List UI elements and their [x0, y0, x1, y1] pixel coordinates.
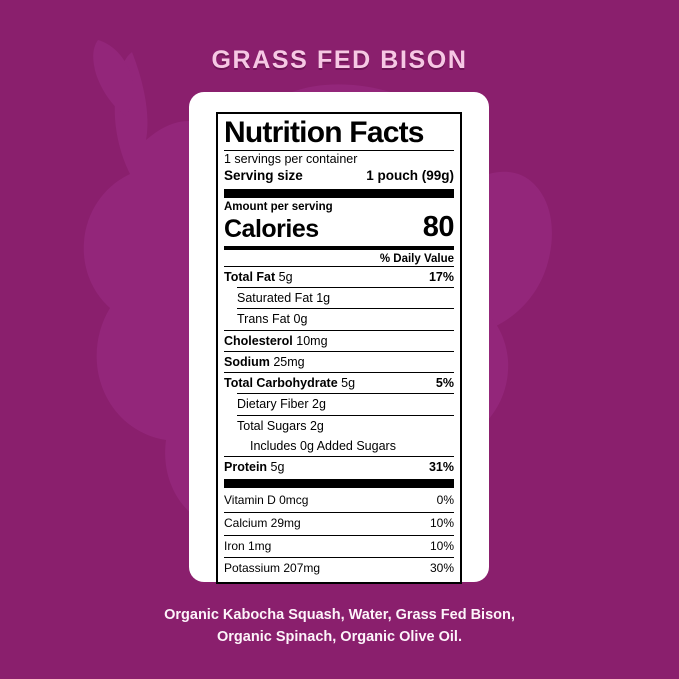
divider [224, 265, 454, 267]
page-title: GRASS FED BISON [211, 46, 468, 74]
vitamin-row: Vitamin D 0mcg 0% [224, 490, 454, 512]
nutrient-row: Saturated Fat 1g [224, 288, 454, 308]
nutrient-daily-value: 17% [428, 269, 454, 284]
nutrition-facts-panel: Nutrition Facts 1 servings per container… [216, 112, 462, 584]
vitamin-daily-value: 10% [429, 515, 454, 530]
divider [224, 557, 454, 559]
vitamin-daily-value: 0% [436, 493, 454, 508]
serving-size-row: Serving size 1 pouch (99g) [224, 168, 454, 187]
nutrient-amount: 25mg [273, 354, 305, 369]
nutrient-amount: 5g [278, 269, 293, 284]
nutrient-amount: 0g [293, 312, 308, 327]
nutrition-label-card: Nutrition Facts 1 servings per container… [189, 92, 489, 584]
nutrient-row: Includes 0g Added Sugars [224, 436, 454, 456]
vitamin-row: Potassium 207mg 30% [224, 558, 454, 580]
nutrient-name: Trans Fat 0g [237, 312, 308, 327]
ingredients-line-1: Organic Kabocha Squash, Water, Grass Fed… [164, 607, 515, 623]
nutrient-daily-value: 5% [435, 376, 454, 391]
nutrient-row: Protein 5g 31% [224, 457, 454, 477]
nutrient-name: Dietary Fiber 2g [237, 397, 326, 412]
divider [224, 456, 454, 458]
vitamin-daily-value: 10% [429, 538, 454, 553]
vitamin-name: Potassium 207mg [224, 561, 321, 576]
nutrient-amount: 2g [312, 397, 326, 412]
vitamin-name: Iron 1mg [224, 538, 272, 553]
serving-size-value: 1 pouch (99g) [366, 168, 454, 184]
amount-per-serving-label: Amount per serving [224, 200, 333, 213]
divider [224, 534, 454, 536]
vitamin-daily-value: 30% [429, 561, 454, 576]
nutrient-row: Cholesterol 10mg [224, 331, 454, 351]
serving-size-label: Serving size [224, 168, 303, 184]
divider [237, 308, 454, 310]
ingredients-line-2: Organic Spinach, Organic Olive Oil. [217, 629, 462, 646]
calories-value: 80 [422, 210, 455, 243]
divider [224, 372, 454, 374]
vitamins-list: Vitamin D 0mcg 0% Calcium 29mg 10% Iron 1mg 1… [224, 490, 454, 579]
nutrient-amount: 5g [341, 376, 356, 391]
nutrient-name: Total Sugars 2g [237, 418, 324, 433]
nutrient-name: Includes 0g Added Sugars [250, 438, 396, 453]
nutrient-name: Total Fat 5g [224, 269, 293, 284]
divider [224, 350, 454, 352]
nutrient-row: Trans Fat 0g [224, 309, 454, 329]
nutrient-amount: 5g [270, 460, 285, 475]
nutrient-amount: 2g [309, 418, 324, 433]
nutrient-row: Sodium 25mg [224, 352, 454, 372]
divider [224, 511, 454, 513]
divider [237, 393, 454, 395]
daily-value-header: % Daily Value [379, 252, 454, 265]
nutrient-name: Total Carbohydrate 5g [224, 376, 356, 391]
vitamin-row: Calcium 29mg 10% [224, 513, 454, 535]
nutrient-name: Cholesterol 10mg [224, 333, 328, 348]
vitamin-row: Iron 1mg 10% [224, 536, 454, 558]
calories-row: Calories 80 [224, 210, 455, 244]
nutrient-row: Total Fat 5g 17% [224, 267, 454, 287]
nutrient-name: Saturated Fat 1g [237, 291, 331, 306]
thick-divider-bottom [224, 479, 454, 489]
nutrient-name: Sodium 25mg [224, 354, 305, 369]
divider [237, 414, 454, 416]
divider [237, 287, 454, 289]
nutrient-row: Total Carbohydrate 5g 5% [224, 373, 454, 393]
vitamin-name: Calcium 29mg [224, 515, 301, 530]
nutrient-amount: 10mg [296, 333, 328, 348]
nutrient-amount: 1g [316, 291, 331, 306]
nutrient-name: Protein 5g [224, 460, 285, 475]
nutrient-row: Total Sugars 2g [224, 416, 454, 436]
divider [224, 150, 454, 152]
ingredients-text: Organic Kabocha Squash, Water, Grass Fed… [90, 604, 589, 649]
nutrition-facts-heading: Nutrition Facts [224, 116, 424, 149]
thick-divider-top [224, 188, 454, 198]
calories-label: Calories [224, 214, 319, 243]
divider [224, 329, 454, 331]
nutrient-daily-value: 31% [428, 460, 454, 475]
medium-divider [224, 245, 454, 250]
nutrients-list: Total Fat 5g 17% Saturated Fat 1g Trans Fat… [224, 267, 454, 478]
servings-per-container: 1 servings per container [224, 152, 358, 167]
vitamin-name: Vitamin D 0mcg [224, 493, 309, 508]
nutrient-row: Dietary Fiber 2g [224, 394, 454, 414]
